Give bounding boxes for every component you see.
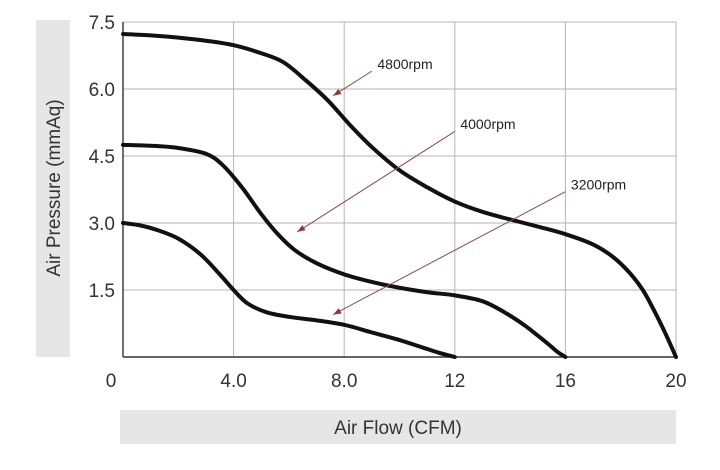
y-tick-label: 4.5 xyxy=(89,147,115,168)
y-axis-title: Air Pressure (mmAq) xyxy=(44,99,65,276)
axes xyxy=(122,22,676,358)
y-axis-label-band xyxy=(36,20,70,357)
series-line-1 xyxy=(121,32,678,359)
series-line-2 xyxy=(121,142,568,359)
y-tick-label: 3.0 xyxy=(89,214,115,235)
annotation-arrow-head xyxy=(333,308,342,315)
x-tick-label: 20 xyxy=(665,371,686,392)
annotation-layer: 4800rpm 4000rpm 3200rpm xyxy=(296,56,626,316)
x-tick-label: 0 xyxy=(106,371,117,392)
x-axis-label-band xyxy=(120,410,676,444)
annotation-arrow-line xyxy=(296,131,456,233)
x-tick-label: 8.0 xyxy=(331,371,357,392)
annotation-arrow-line xyxy=(332,191,566,316)
annotation-arrow-head xyxy=(297,225,306,232)
y-tick-label: 1.5 xyxy=(89,281,115,302)
y-tick-label: 6.0 xyxy=(89,80,115,101)
tick-labels: 0 4.0 8.0 12 16 20 1.5 3.0 4.5 6.0 7.5 xyxy=(89,13,687,392)
annotation-label: 4800rpm xyxy=(377,56,432,72)
x-tick-label: 12 xyxy=(444,371,465,392)
y-tick-label: 7.5 xyxy=(89,13,115,34)
annotation-label: 4000rpm xyxy=(460,116,515,132)
x-axis-title: Air Flow (CFM) xyxy=(334,418,462,439)
series-line-3 xyxy=(121,221,457,359)
annotation-arrow-head xyxy=(333,88,342,96)
x-tick-label: 4.0 xyxy=(220,371,246,392)
annotation-label: 3200rpm xyxy=(571,177,626,193)
x-tick-label: 16 xyxy=(555,371,576,392)
grid xyxy=(123,21,677,357)
series-layer xyxy=(121,32,678,359)
